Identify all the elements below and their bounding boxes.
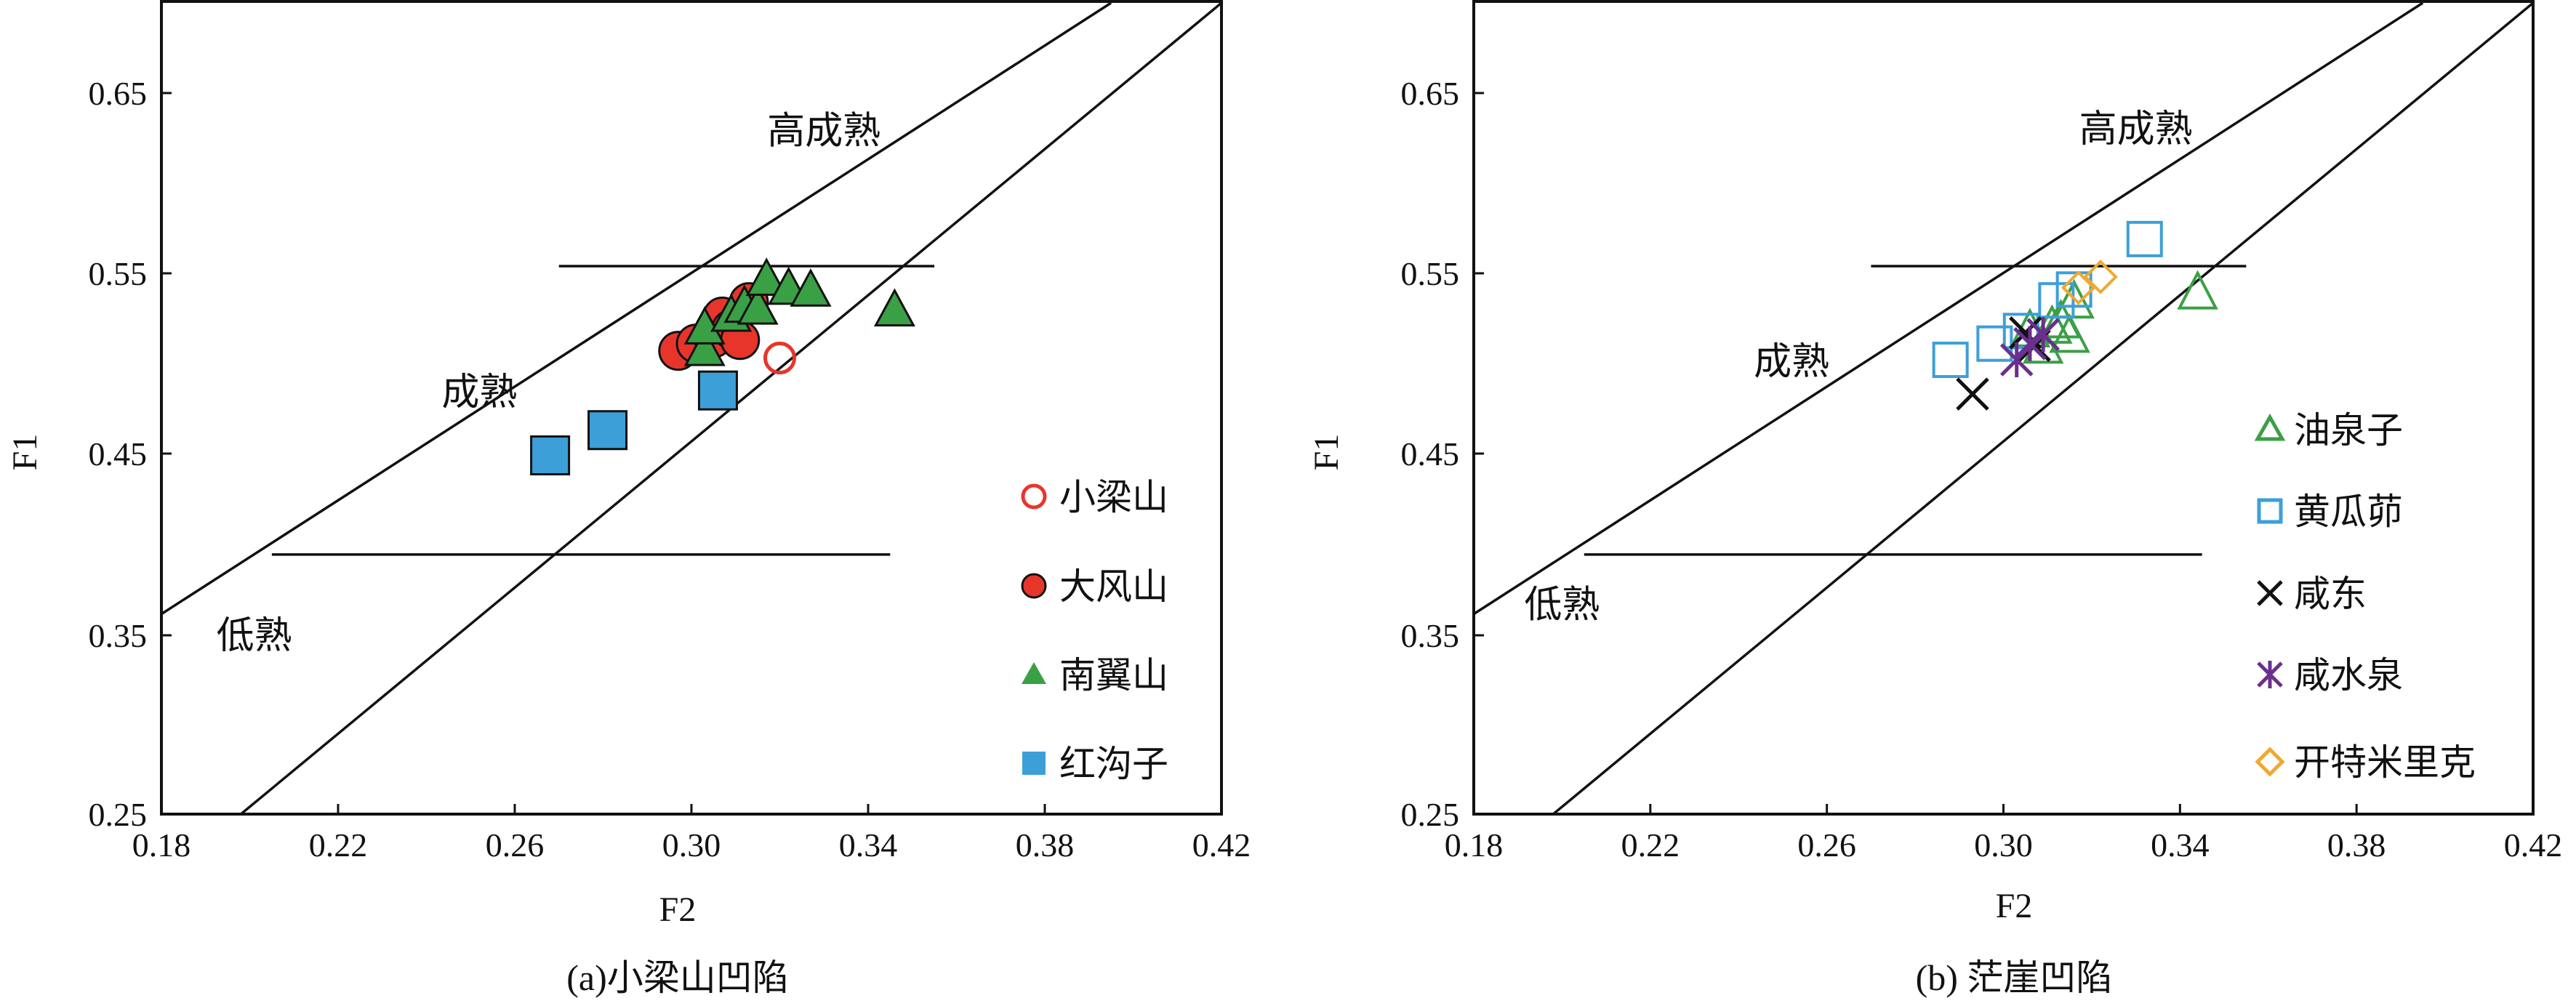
data-point-2-b [1956,377,1989,411]
caption-b: (b) 茫崖凹陷 [1916,957,2113,998]
boundary-upper-diagonal-b [1474,1,2424,616]
chart-panel-b: 0.18 0.22 0.26 0.30 0.34 0.38 0.42 0.25 0.35 0.45… [1307,0,2563,998]
legend-label-xiandong: 咸东 [2294,573,2367,615]
legend-marker-youquanzi-b [2254,413,2286,441]
legend-b: 油泉子 黄瓜茆 咸东 咸水泉 开特米里克 [2254,409,2476,784]
legend-marker-nanyishan-a [1022,662,1046,684]
x-axis-label-b: F2 [1996,887,2033,925]
zone-label-a: 成熟 [441,371,517,414]
x-tick-label-b: 0.38 [2327,826,2386,864]
legend-marker-xiaoliangshan-a [1021,483,1047,510]
zone-label-a: 高成熟 [767,109,880,153]
series-1-b [1932,220,2163,379]
legend-marker-xianshuiquan-b [2257,661,2283,688]
x-tick-label-b: 0.22 [1621,826,1680,864]
x-tick-label-a: 0.30 [662,826,721,864]
data-point-2-a [873,288,915,327]
y-axis-label-b: F1 [1307,434,1346,471]
legend-label-dafengshan: 大风山 [1059,566,1168,608]
chart-panel-a: 0.18 0.22 0.26 0.30 0.34 0.38 0.42 0.25 0.35 0.45… [6,0,1251,998]
data-point-0-b [2049,313,2090,353]
x-tick-label-b: 0.30 [1974,826,2033,864]
y-tick-label-b: 0.25 [1401,796,1460,833]
y-tick-label-b: 0.45 [1401,435,1460,472]
y-tick-label-b: 0.65 [1401,75,1460,112]
legend-marker-huangguamao-b [2257,498,2283,524]
y-tick-label-a: 0.35 [89,617,148,654]
y-tick-label-b: 0.55 [1401,255,1460,292]
zone-label-b: 高成熟 [2079,108,2193,151]
legend-marker-dafengshan-a [1021,573,1047,599]
legend-label-nanyishan: 南翼山 [1059,654,1168,696]
y-axis-label-a: F1 [6,434,44,471]
legend-label-huangguamao: 黄瓜茆 [2294,491,2403,533]
zone-label-b: 成熟 [1754,340,1829,384]
legend-a: 小梁山 大风山 南翼山 红沟子 [1021,476,1168,785]
legend-marker-kaitemilike-b [2255,747,2285,777]
x-tick-label-b: 0.26 [1797,826,1856,864]
data-point-3-a [697,370,738,411]
data-point-2-a [745,257,787,296]
y-tick-label-a: 0.55 [89,255,148,292]
data-point-3-b [2026,317,2060,353]
x-axis-label-a: F2 [659,890,697,929]
x-tick-label-a: 0.18 [132,826,191,864]
x-tick-label-b: 0.42 [2504,826,2563,864]
x-tick-label-a: 0.38 [1016,826,1075,864]
x-tick-label-a: 0.42 [1192,826,1251,864]
y-tick-label-a: 0.25 [89,796,148,833]
legend-label-honggouzi: 红沟子 [1059,743,1168,785]
data-point-1-b [1976,325,2013,362]
data-point-2-a [790,268,832,307]
series-3-b [1999,317,2060,378]
y-tick-label-a: 0.65 [89,75,148,112]
plot-area-a: 0.18 0.22 0.26 0.30 0.34 0.38 0.42 0.25 0.35 0.45… [89,0,1251,864]
boundary-lines-a [161,1,1221,814]
data-point-3-a [530,435,571,475]
data-point-1-b [1932,342,1969,379]
legend-label-xiaoliangshan: 小梁山 [1059,476,1168,518]
zone-label-a: 低熟 [217,614,292,658]
caption-a: (a)小梁山凹陷 [566,957,789,998]
data-point-3-a [587,410,628,451]
y-tick-label-a: 0.45 [89,435,148,472]
x-tick-label-b: 0.34 [2151,826,2210,864]
data-point-2-a [737,286,779,325]
legend-label-xianshuiquan: 咸水泉 [2294,654,2403,696]
series-3-a [530,370,738,475]
data-point-0-a [763,342,796,375]
legend-label-youquanzi: 油泉子 [2294,409,2403,451]
x-tick-label-a: 0.26 [486,826,545,864]
data-point-0-b [2177,270,2218,310]
legend-marker-honggouzi-a [1022,752,1046,775]
series-0-a [763,342,796,375]
legend-label-kaitemilike: 开特米里克 [2294,741,2476,784]
series-4-b [2061,259,2118,305]
data-point-4-b [2061,270,2096,305]
legend-marker-xiandong-b [2257,580,2283,606]
boundary-lower-diagonal-b [1552,1,2533,814]
x-tick-label-b: 0.18 [1445,826,1504,864]
boundary-upper-diagonal-a [161,1,1112,616]
data-point-3-b [1999,342,2034,378]
x-tick-label-a: 0.22 [309,826,368,864]
data-point-2-a [683,328,726,366]
boundary-lines-b [1474,1,2533,814]
x-tick-label-a: 0.34 [839,826,898,864]
data-point-1-b [2126,220,2163,257]
zone-label-b: 低熟 [1524,584,1600,627]
series-2-a [683,257,915,366]
data-point-4-b [2083,259,2118,294]
plot-area-b: 0.18 0.22 0.26 0.30 0.34 0.38 0.42 0.25 0.35 0.45… [1401,0,2563,864]
y-tick-label-b: 0.35 [1401,617,1460,654]
